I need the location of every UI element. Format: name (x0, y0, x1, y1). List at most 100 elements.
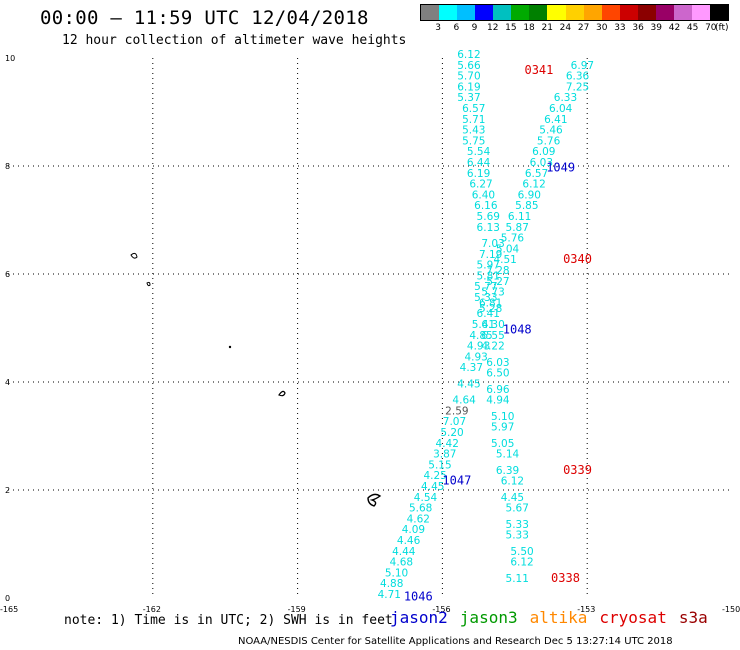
swh-value-label: 5.10 (385, 567, 408, 579)
x-tick-label: -162 (143, 605, 161, 614)
color-scale-swatch (511, 5, 530, 20)
swh-value-label: 6.57 (525, 168, 548, 180)
swh-value-label: 4.44 (392, 546, 416, 558)
swh-value-label: 5.97 (477, 260, 500, 272)
swh-value-label: 6.97 (571, 60, 594, 72)
y-tick-label: 2 (5, 486, 10, 495)
swh-value-label: 6.27 (469, 179, 492, 191)
swh-value-label: 4.88 (380, 578, 403, 590)
x-tick-label: -165 (0, 605, 18, 614)
island-outline (228, 345, 232, 349)
y-tick-label: 0 (5, 594, 10, 603)
color-scale-label: 12 (486, 23, 499, 33)
swh-value-label: 6.40 (472, 189, 495, 201)
satellite-legend-item: cryosat (599, 608, 667, 627)
swh-value-label: 5.10 (491, 411, 514, 423)
swh-value-label: 5.33 (506, 519, 529, 531)
swh-value-label: 6.13 (477, 222, 500, 234)
footer-note: note: 1) Time is in UTC; 2) SWH is in fe… (64, 613, 393, 628)
color-scale-swatch (583, 5, 602, 20)
swh-value-label: 5.33 (506, 530, 529, 542)
swh-value-label: 5.20 (440, 427, 463, 439)
swh-value-label: 6.16 (474, 200, 498, 212)
swh-value-label: 4.25 (423, 470, 446, 482)
swh-value-label: 5.04 (496, 243, 520, 255)
swh-value-label: 4.54 (414, 492, 438, 504)
swh-value-label: 4.45 (421, 481, 444, 493)
color-scale-swatch (439, 5, 458, 20)
swh-value-label: 5.73 (481, 287, 504, 299)
swh-value-label: 4.93 (467, 341, 490, 353)
swh-value-label: 4.46 (397, 535, 421, 547)
swh-value-label: 4.09 (402, 524, 425, 536)
pass-time-label: 0338 (551, 571, 580, 585)
footer-credit: NOAA/NESDIS Center for Satellite Applica… (238, 636, 673, 647)
swh-value-label: 2.59 (445, 405, 468, 417)
swh-value-label: 5.70 (457, 71, 480, 83)
swh-value-label: 6.39 (496, 465, 519, 477)
swh-value-label: 5.77 (474, 281, 497, 293)
map-subtitle: 12 hour collection of altimeter wave hei… (62, 33, 407, 48)
color-scale-label: 24 (559, 23, 572, 33)
island-outline (278, 390, 286, 397)
swh-value-label: 5.50 (510, 546, 533, 558)
color-scale-label: 27 (577, 23, 590, 33)
color-scale-label: 42 (668, 23, 681, 33)
swh-value-label: 4.42 (436, 438, 459, 450)
color-scale-legend: 3 6 9 12 15 18 21 24 27 30 33 36 39 42 45 70 (ft) (420, 4, 729, 35)
swh-value-label: 3.87 (433, 449, 456, 461)
swh-value-label: 5.76 (501, 233, 525, 245)
color-scale-label: 3 (435, 23, 442, 33)
swh-value-label: 5.75 (462, 135, 485, 147)
y-tick-label: 4 (5, 378, 10, 387)
swh-value-label: 6.03 (530, 157, 553, 169)
swh-value-label: 5.76 (537, 135, 561, 147)
swh-value-label: 6.04 (549, 103, 573, 115)
swh-value-label: 5.66 (457, 60, 481, 72)
swh-value-label: 7.25 (566, 81, 589, 93)
swh-value-label: 6.36 (566, 71, 590, 83)
color-scale-label: 18 (523, 23, 535, 33)
swh-value-label: 6.12 (501, 476, 524, 488)
swh-value-label: 6.30 (481, 319, 504, 331)
color-scale-label: 70 (705, 23, 717, 33)
swh-value-label: 5.05 (491, 438, 514, 450)
swh-value-label: 4.64 (452, 395, 476, 407)
color-scale-swatch (601, 5, 620, 20)
pass-time-label: 0341 (524, 63, 553, 77)
x-tick-label: -150 (722, 605, 740, 614)
swh-value-label: 6.41 (477, 308, 500, 320)
swh-value-label: 5.67 (506, 503, 529, 515)
color-scale-swatch (565, 5, 584, 20)
pass-time-label: 0339 (563, 463, 592, 477)
y-tick-label: 8 (5, 162, 10, 171)
swh-value-label: 5.46 (539, 125, 563, 137)
satellite-legend-item: jason3 (459, 608, 518, 627)
swh-value-label: 4.93 (464, 351, 487, 363)
color-scale-swatch (529, 5, 548, 20)
swh-value-label: 4.68 (390, 557, 413, 569)
color-scale-label: 39 (650, 23, 663, 33)
pass-time-label: 1046 (404, 590, 433, 604)
y-tick-label: 10 (5, 54, 15, 63)
satellite-legend-item: jason2 (390, 608, 448, 627)
color-scale-label: 21 (541, 23, 553, 33)
swh-value-label: 5.14 (496, 449, 520, 461)
color-scale-label: 30 (596, 23, 608, 33)
map-title: 00:00 — 11:59 UTC 12/04/2018 (40, 7, 369, 29)
swh-value-label: 4.71 (378, 589, 401, 601)
x-tick-label: -153 (577, 605, 595, 614)
swh-value-label: 4.45 (501, 492, 524, 504)
island-outline (146, 281, 151, 287)
swh-value-label: 7.28 (486, 265, 509, 277)
swh-value-label: 5.68 (409, 503, 432, 515)
swh-value-label: 5.87 (506, 222, 529, 234)
swh-value-label: 7.19 (479, 249, 502, 261)
color-scale-label: 33 (614, 23, 626, 33)
swh-value-label: 4.85 (469, 330, 492, 342)
color-scale-swatch (421, 5, 440, 20)
swh-value-label: 5.97 (491, 422, 514, 434)
color-scale-label: 15 (505, 23, 517, 33)
swh-value-label: 6.50 (486, 368, 509, 380)
